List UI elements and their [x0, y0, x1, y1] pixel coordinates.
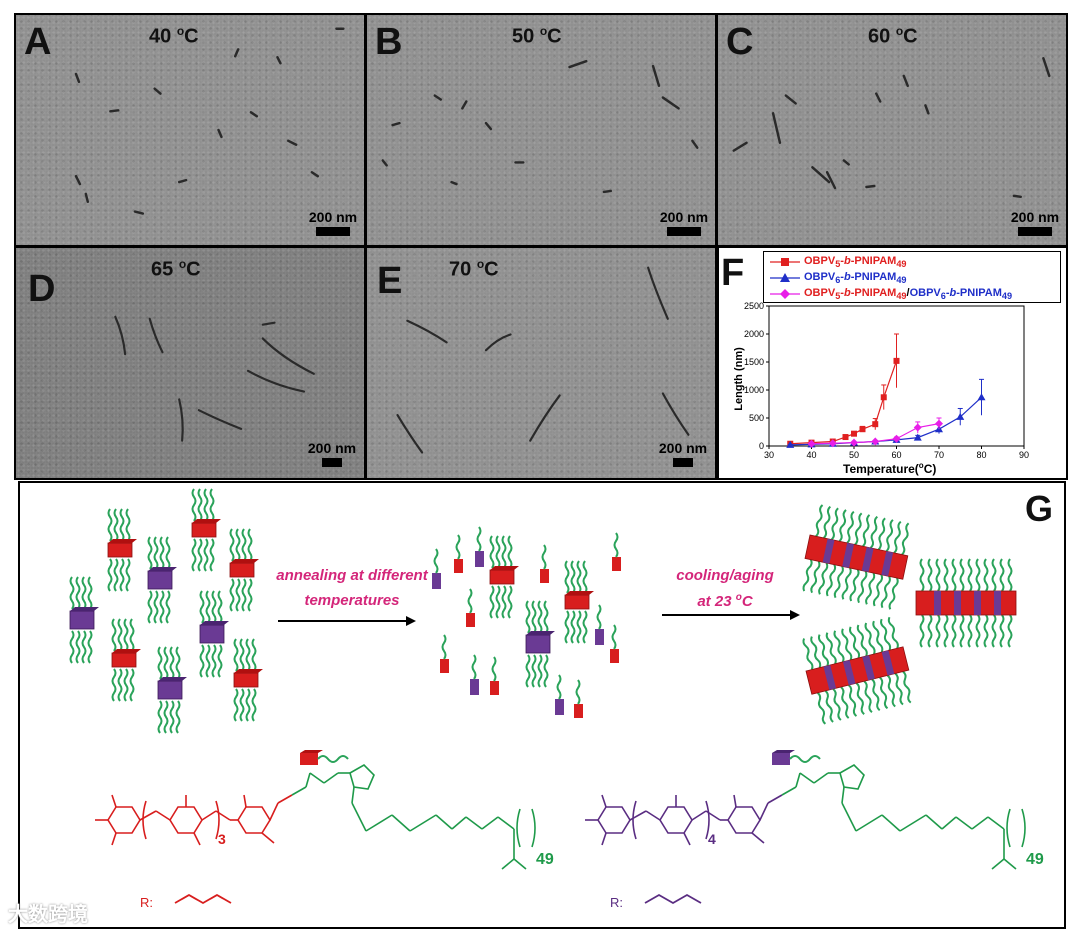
scale-bar-d: 200 nm	[302, 440, 362, 467]
fiber-assemblies	[797, 502, 1017, 727]
panel-label-f: F	[721, 252, 745, 294]
panel-label-c: C	[726, 21, 754, 63]
annealing-label: annealing at different temperatures	[276, 567, 428, 609]
chart-panel-f: 30 40 50 60 70 80 90 0 500 1000 1500 2000 2500 F OBP…	[717, 246, 1068, 480]
x-tick-label: 30	[764, 450, 774, 460]
dp-label-red: 49	[536, 851, 554, 868]
y-tick-label: 0	[759, 441, 764, 451]
data-point	[851, 430, 857, 437]
data-point	[859, 426, 866, 433]
legend-series-3: OBPV5-b-PNIPAM49/OBPV6-b-PNIPAM49	[804, 287, 1013, 302]
data-point	[871, 437, 880, 446]
r-label-red: R:	[140, 895, 153, 910]
y-tick-label: 1500	[744, 357, 764, 367]
watermark: 大数跨境	[8, 904, 88, 926]
data-point	[935, 419, 943, 428]
nanofiber-image	[114, 315, 315, 442]
tem-panel-e: E 70 oC 200 nm	[365, 246, 717, 480]
length-vs-temperature-chart: 30 40 50 60 70 80 90 0 500 1000 1500 2000 2500	[744, 301, 1029, 460]
data-point	[842, 434, 849, 441]
legend-marker-triangle	[780, 273, 790, 282]
legend-series-2: OBPV6-b-PNIPAM49	[804, 271, 907, 286]
series-line-2	[790, 396, 982, 446]
legend-unit-purple	[772, 750, 821, 765]
series-line-1	[790, 360, 898, 445]
nanofiber-image	[381, 59, 699, 194]
data-point	[807, 439, 816, 448]
x-tick-label: 50	[849, 450, 859, 460]
scale-bar-c: 200 nm	[1005, 209, 1065, 236]
r-substituent-purple	[644, 893, 702, 905]
data-point	[828, 439, 837, 448]
repeat-count-purple: 4	[708, 831, 716, 847]
x-tick-label: 70	[934, 450, 944, 460]
x-tick-label: 80	[976, 450, 986, 460]
nanofiber-image	[74, 27, 345, 215]
micelle-cluster-initial	[70, 489, 263, 733]
y-tick-label: 500	[749, 413, 764, 423]
temperature-label-d: 65 oC	[151, 257, 201, 281]
y-tick-label: 2500	[744, 301, 764, 311]
chemical-structure-obpv6	[585, 764, 1026, 870]
data-point	[893, 357, 900, 364]
tem-panel-a: A 40 oC 200 nm	[14, 13, 366, 247]
chemical-structure-obpv5	[95, 764, 536, 870]
x-tick-label: 60	[891, 450, 901, 460]
data-point	[913, 423, 922, 432]
data-point	[977, 393, 986, 401]
tem-panel-d: D 65 oC 200 nm	[14, 246, 366, 480]
data-point	[892, 434, 901, 443]
data-point	[913, 433, 922, 441]
assembly-schematic	[20, 483, 1026, 905]
legend: OBPV5-b-PNIPAM49 OBPV6-b-PNIPAM49 OBPV5-…	[763, 251, 1061, 303]
dp-label-purple: 49	[1026, 851, 1044, 868]
legend-series-1: OBPV5-b-PNIPAM49	[804, 255, 907, 270]
r-label-purple: R:	[610, 895, 623, 910]
temperature-label-e: 70 oC	[449, 257, 499, 281]
tem-panel-c: C 60 oC 200 nm	[716, 13, 1068, 247]
y-axis-label: Length (nm)	[732, 347, 745, 411]
x-tick-label: 40	[806, 450, 816, 460]
schematic-panel-g: G	[18, 481, 1066, 929]
micelle-cluster-annealed	[431, 526, 622, 719]
panel-label-d: D	[28, 268, 56, 310]
temperature-label-b: 50 oC	[512, 24, 562, 48]
data-point	[786, 440, 795, 448]
y-tick-label: 2000	[744, 329, 764, 339]
temperature-label-a: 40 oC	[149, 24, 199, 48]
cooling-label: cooling/aging at 23 oC	[676, 567, 774, 610]
temperature-label-c: 60 oC	[868, 24, 918, 48]
y-tick-label: 1000	[744, 385, 764, 395]
repeat-count-red: 3	[218, 831, 226, 847]
legend-unit-red	[300, 750, 349, 765]
tem-panel-b: B 50 oC 200 nm	[365, 13, 717, 247]
data-point	[850, 438, 858, 447]
panel-label-a: A	[24, 21, 52, 63]
x-axis-label: Temperature(oC)	[843, 461, 937, 476]
panel-label-b: B	[375, 21, 403, 63]
panel-label-g: G	[1025, 488, 1054, 529]
panel-label-e: E	[377, 260, 403, 302]
scale-bar-b: 200 nm	[654, 209, 714, 236]
data-point	[956, 412, 965, 420]
legend-marker-diamond	[780, 289, 790, 299]
data-point	[880, 394, 887, 401]
nanofiber-image	[396, 266, 690, 454]
legend-marker-square	[781, 258, 789, 266]
scale-bar-e: 200 nm	[653, 440, 713, 467]
r-substituent-red	[174, 893, 232, 905]
x-tick-label: 90	[1019, 450, 1029, 460]
data-point	[872, 421, 879, 428]
scale-bar-a: 200 nm	[303, 209, 363, 236]
nanofiber-image	[732, 57, 1051, 199]
